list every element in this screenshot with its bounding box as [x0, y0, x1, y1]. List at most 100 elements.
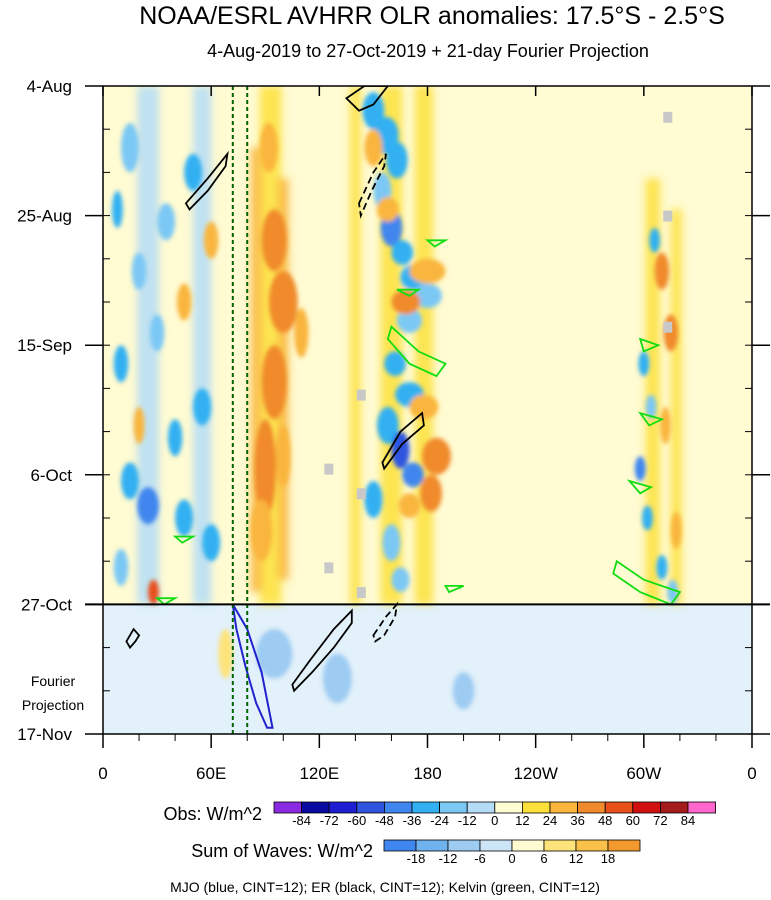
er-contour [291, 608, 353, 693]
er-contour [125, 627, 141, 650]
y-tick-label: 4-Aug [27, 77, 72, 96]
missing-data-cell [663, 321, 673, 333]
anomaly-cell [645, 394, 657, 420]
anomaly-cell [259, 123, 278, 173]
er-contour [184, 150, 229, 211]
anomaly-cell [654, 252, 670, 290]
anomaly-cell [193, 388, 212, 426]
obs-colorbar-tick: -24 [430, 813, 449, 828]
anomaly-cell [268, 271, 298, 333]
projection-background [103, 604, 752, 734]
anomaly-cell [261, 345, 287, 420]
anomaly-band [193, 86, 212, 605]
anomaly-cell [638, 351, 650, 377]
waves-colorbar-swatch [447, 839, 481, 852]
anomaly-cell [184, 153, 203, 191]
anomaly-cell [157, 203, 176, 241]
kelvin-contour [626, 479, 654, 495]
missing-data-cell [324, 562, 334, 574]
x-tick-label: 120E [299, 764, 339, 783]
anomaly-cell [167, 419, 183, 457]
anomaly-cell [121, 462, 140, 500]
obs-colorbar-swatch [439, 801, 468, 814]
obs-colorbar-tick: -72 [320, 813, 339, 828]
obs-colorbar-swatch [328, 801, 358, 814]
y-tick-label: 15-Sep [17, 336, 72, 355]
anomaly-cell [391, 431, 410, 469]
kelvin-contour [425, 239, 449, 248]
waves-colorbar-tick: 12 [569, 851, 583, 866]
missing-data-cell [356, 389, 366, 401]
er-contour [372, 601, 399, 643]
waves-colorbar-tick: -18 [407, 851, 426, 866]
anomaly-cell [261, 209, 287, 272]
anomaly-cell [409, 394, 439, 420]
anomaly-cell [256, 629, 293, 679]
anomaly-cell [322, 653, 352, 704]
missing-data-cell [324, 463, 334, 475]
missing-data-cell [663, 111, 673, 123]
obs-colorbar-swatch [549, 801, 579, 814]
obs-colorbar-tick: 12 [515, 813, 529, 828]
anomaly-cell [113, 548, 129, 586]
anomaly-band [250, 147, 262, 593]
obs-colorbar-swatch [522, 801, 551, 814]
anomaly-cell [202, 524, 221, 562]
anomaly-cell [176, 283, 192, 321]
obs-colorbar-swatch [356, 801, 385, 814]
anomaly-cell [175, 499, 194, 537]
waves-colorbar-tick: -6 [474, 851, 486, 866]
anomaly-cell [276, 425, 291, 488]
obs-colorbar-swatch [383, 801, 413, 814]
obs-colorbar-tick: 36 [570, 813, 584, 828]
anomaly-cell [391, 567, 410, 593]
anomaly-cell [386, 141, 408, 179]
footer-legend: MJO (blue, CINT=12); ER (black, CINT=12)… [170, 879, 600, 895]
obs-colorbar-swatch [411, 801, 441, 814]
missing-data-cell [356, 587, 366, 599]
obs-colorbar-swatch [604, 801, 634, 814]
anomaly-band [137, 86, 159, 605]
waves-colorbar-label: Sum of Waves: W/m^2 [191, 841, 373, 861]
anomaly-cell [112, 190, 123, 228]
obs-colorbar-tick: -48 [375, 813, 394, 828]
obs-colorbar-tick: -84 [292, 813, 311, 828]
anomaly-cell [402, 462, 424, 488]
waves-colorbar-swatch [511, 839, 545, 852]
anomaly-cell [382, 524, 401, 562]
anomaly-cell [294, 308, 309, 358]
waves-colorbar-tick: 18 [601, 851, 615, 866]
er-contour [381, 411, 425, 471]
anomaly-cell [391, 240, 414, 265]
kelvin-contour [154, 597, 179, 606]
anomaly-cell [362, 92, 385, 130]
obs-colorbar-tick: -60 [347, 813, 366, 828]
x-tick-label: 60E [196, 764, 226, 783]
anomaly-cell [413, 283, 442, 309]
anomaly-band [645, 178, 661, 605]
waves-colorbar-swatch [543, 839, 577, 852]
anomaly-cell [396, 308, 423, 333]
y-tick-label: 27-Oct [21, 595, 72, 614]
anomaly-cell [409, 258, 446, 284]
anomaly-cell [364, 480, 383, 518]
missing-data-cell [663, 210, 673, 222]
anomaly-cell [656, 555, 668, 580]
x-tick-label: 0 [747, 764, 756, 783]
obs-colorbar-tick: 48 [598, 813, 612, 828]
obs-colorbar-swatch [273, 801, 303, 814]
kelvin-contour [637, 411, 665, 427]
anomaly-cell [250, 499, 273, 562]
kelvin-contour [638, 337, 661, 353]
anomaly-cell [254, 419, 277, 518]
missing-data-cell [356, 488, 366, 500]
obs-colorbar-tick: 72 [653, 813, 667, 828]
anomaly-cell [133, 406, 145, 444]
waves-colorbar-swatch [383, 839, 417, 852]
projection-label-line2: Projection [22, 697, 84, 713]
obs-colorbar-tick: 0 [491, 813, 498, 828]
anomaly-cell [398, 493, 421, 518]
y-tick-label: 6-Oct [30, 466, 72, 485]
obs-colorbar-tick: -36 [403, 813, 422, 828]
